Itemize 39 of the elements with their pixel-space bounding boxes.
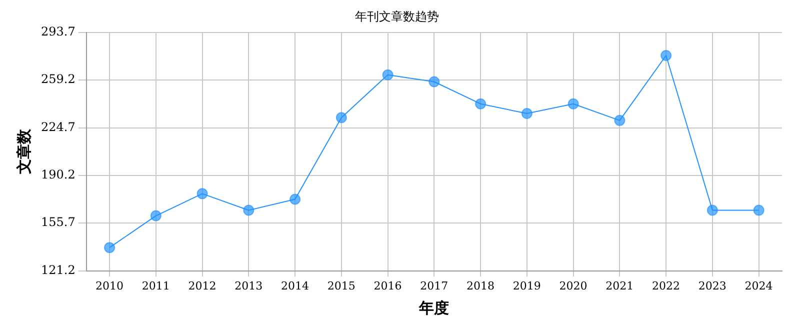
x-tick-label: 2014: [281, 279, 310, 292]
point: [150, 210, 162, 222]
point: [290, 194, 301, 205]
point: [475, 98, 486, 110]
point: [243, 204, 254, 216]
point: [336, 112, 347, 124]
point: [104, 242, 116, 254]
point: [614, 114, 626, 126]
y-tick-label: 155.7: [40, 215, 76, 230]
x-tick-label: 2023: [698, 279, 726, 292]
x-tick-label: 2017: [420, 279, 448, 292]
chart-title: 年刊文章数趋势: [355, 9, 439, 24]
y-tick-label: 190.2: [40, 168, 76, 182]
x-tick-label: 2020: [559, 279, 588, 292]
point: [568, 98, 579, 110]
point: [660, 50, 672, 61]
x-tick-label: 2011: [142, 279, 170, 292]
x-tick-label: 2019: [512, 279, 541, 292]
y-tick-label: 121.2: [40, 262, 76, 277]
x-tick-label: 2018: [466, 279, 495, 292]
x-tick-label: 2010: [96, 279, 124, 292]
point: [196, 188, 208, 200]
y-axis-title: 文章数: [14, 128, 33, 176]
y-tick-label: 224.7: [40, 120, 76, 134]
x-tick-label: 2013: [234, 279, 263, 292]
x-tick-label: 2012: [188, 279, 216, 292]
x-axis-title: 年度: [418, 298, 450, 317]
point: [428, 76, 440, 88]
x-tick-label: 2022: [652, 279, 680, 292]
point: [706, 204, 718, 216]
x-tick-label: 2015: [327, 279, 356, 292]
point: [521, 108, 532, 120]
point: [382, 69, 394, 80]
x-tick-label: 2021: [606, 279, 634, 292]
y-tick-label: 293.7: [40, 24, 76, 39]
x-tick-label: 2016: [374, 279, 402, 292]
x-tick-label: 2024: [744, 279, 773, 292]
point: [753, 204, 764, 216]
y-tick-label: 259.2: [40, 72, 76, 86]
